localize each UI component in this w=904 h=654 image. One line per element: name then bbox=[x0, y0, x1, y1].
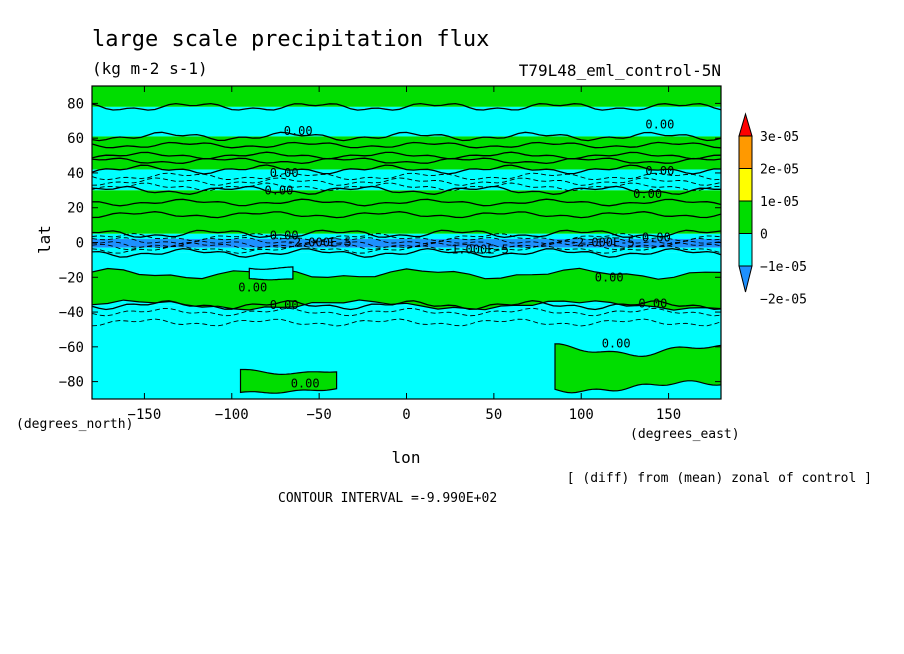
colorbar-bottom-arrow bbox=[738, 265, 753, 293]
contour-label-4: 0.00 bbox=[264, 183, 293, 197]
contour-positive-3 bbox=[92, 198, 721, 207]
contour-positive-4 bbox=[92, 211, 721, 219]
lat-band-6 bbox=[92, 239, 721, 248]
x-tick-label-5: 100 bbox=[569, 407, 594, 423]
colorbar-label-0: 3e-05 bbox=[760, 130, 799, 145]
colorbar-segment-3 bbox=[738, 233, 753, 267]
y-tick-label-4: 0 bbox=[76, 236, 84, 252]
contour-positive-2 bbox=[92, 157, 721, 165]
contour-positive-1 bbox=[92, 151, 721, 160]
contour-label-3: 0.00 bbox=[645, 164, 674, 178]
contour-negative-0 bbox=[92, 172, 721, 181]
contour-positive-0 bbox=[92, 141, 721, 149]
y-tick-label-2: 40 bbox=[67, 166, 84, 182]
x-axis-label: lon bbox=[392, 448, 421, 467]
contour-label-11: 0.00 bbox=[238, 281, 267, 295]
y-tick-label-8: −80 bbox=[59, 375, 84, 391]
contour-zero-4 bbox=[92, 229, 721, 239]
colorbar-label-5: −2e-05 bbox=[760, 293, 807, 308]
x-axis-ticks: −150 −100 −50 0 50 100 150 bbox=[128, 86, 681, 423]
contour-label-5: 0.00 bbox=[633, 187, 662, 201]
chart-title: large scale precipitation flux bbox=[92, 27, 489, 52]
chart-subtitle: (kg m-2 s-1) bbox=[92, 59, 208, 78]
contour-label-12: 0.00 bbox=[595, 270, 624, 284]
lat-band-3 bbox=[92, 169, 721, 191]
contour-label-13: 0.00 bbox=[270, 298, 299, 312]
contour-negative-5 bbox=[92, 240, 721, 248]
colorbar: 3e-05 2e-05 1e-05 0 −1e-05 −2e-05 bbox=[738, 112, 807, 308]
lat-band-7 bbox=[92, 247, 721, 253]
contour-lines-layer bbox=[92, 102, 721, 327]
lat-band-0 bbox=[92, 86, 721, 107]
contour-labels-layer: 0.00 0.000.00 0.000.00 0.000.00 0.00-2.000E-… bbox=[238, 117, 674, 390]
y-axis-units: (degrees_north) bbox=[16, 417, 133, 432]
y-tick-label-1: 60 bbox=[67, 131, 84, 147]
x-tick-label-1: −100 bbox=[215, 407, 249, 423]
colorbar-top-arrow bbox=[738, 112, 753, 137]
contour-label-1: 0.00 bbox=[645, 117, 674, 131]
contour-label-14: 0.00 bbox=[638, 296, 667, 310]
contour-zero-1 bbox=[92, 131, 721, 142]
y-tick-label-0: 80 bbox=[67, 96, 84, 112]
colorbar-label-4: −1e-05 bbox=[760, 260, 807, 275]
colorbar-segment-0 bbox=[738, 135, 753, 169]
contour-label-0: 0.00 bbox=[284, 124, 313, 138]
experiment-label: T79L48_eml_control-5N bbox=[519, 61, 721, 80]
contour-zero-6 bbox=[92, 300, 721, 311]
y-axis-ticks: 80 60 40 20 0 −20 −40 −60 −80 bbox=[59, 96, 721, 391]
contour-label-10: -2.000E-5 bbox=[570, 236, 635, 250]
lat-band-2 bbox=[92, 136, 721, 170]
contour-negative-2 bbox=[92, 182, 721, 192]
contour-label-7: 0.00 bbox=[642, 230, 671, 244]
x-tick-label-0: −150 bbox=[128, 407, 162, 423]
colorbar-segment-2 bbox=[738, 200, 753, 234]
contour-label-2: 0.00 bbox=[270, 166, 299, 180]
colorbar-label-1: 2e-05 bbox=[760, 163, 799, 178]
lat-band-1 bbox=[92, 106, 721, 137]
colorbar-label-2: 1e-05 bbox=[760, 195, 799, 210]
plot-fill-layer bbox=[92, 86, 721, 399]
region-patch-1 bbox=[554, 343, 721, 394]
x-axis-units: (degrees_east) bbox=[630, 427, 740, 442]
contour-label-9: -1.000E-5 bbox=[444, 242, 509, 256]
region-patch-3 bbox=[248, 266, 294, 281]
x-tick-label-3: 0 bbox=[402, 407, 410, 423]
diff-note: [ (diff) from (mean) zonal of control ] bbox=[567, 471, 872, 486]
contour-zero-5 bbox=[92, 247, 721, 258]
contour-negative-9 bbox=[92, 318, 721, 327]
y-axis-label: lat bbox=[35, 225, 54, 254]
lat-band-5 bbox=[92, 233, 721, 240]
contour-negative-6 bbox=[92, 241, 721, 251]
contour-negative-1 bbox=[92, 177, 721, 186]
colorbar-segment-1 bbox=[738, 168, 753, 202]
contour-negative-7 bbox=[92, 245, 721, 254]
y-tick-label-6: −40 bbox=[59, 305, 84, 321]
y-tick-label-5: −20 bbox=[59, 270, 84, 286]
contour-interval: CONTOUR INTERVAL =-9.990E+02 bbox=[278, 491, 497, 506]
region-patch-2 bbox=[239, 368, 338, 394]
contour-label-15: 0.00 bbox=[602, 336, 631, 350]
colorbar-label-3: 0 bbox=[760, 228, 768, 243]
contour-zero-2 bbox=[92, 164, 721, 175]
contour-label-16: 0.00 bbox=[291, 376, 320, 390]
contour-label-8: -2.000E-5 bbox=[287, 236, 352, 250]
y-tick-label-7: −60 bbox=[59, 340, 84, 356]
contour-negative-8 bbox=[92, 307, 721, 317]
contour-label-6: 0.00 bbox=[270, 229, 299, 243]
x-tick-label-2: −50 bbox=[306, 407, 331, 423]
y-tick-label-3: 20 bbox=[67, 201, 84, 217]
x-tick-label-6: 150 bbox=[656, 407, 681, 423]
x-tick-label-4: 50 bbox=[485, 407, 502, 423]
contour-zero-0 bbox=[92, 102, 721, 111]
